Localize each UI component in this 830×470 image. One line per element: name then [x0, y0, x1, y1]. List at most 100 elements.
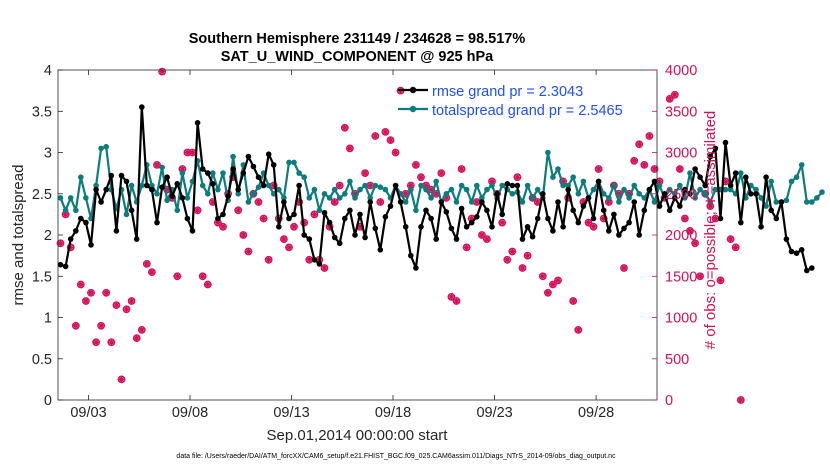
obs-assimilated-point: [366, 182, 374, 189]
rmse-point: [743, 174, 749, 180]
totalspread-point: [798, 162, 805, 168]
rmse-point: [235, 186, 241, 193]
series-layer: [56, 67, 825, 404]
totalspread-point: [159, 164, 165, 171]
totalspread-point: [575, 191, 582, 197]
obs-assimilated-point: [569, 297, 577, 305]
rmse-point: [179, 195, 186, 201]
totalspread-point: [463, 186, 470, 193]
totalspread-point: [631, 182, 637, 189]
totalspread-point: [651, 199, 658, 205]
totalspread-point: [418, 182, 424, 189]
obs-assimilated-point: [442, 194, 450, 202]
obs-assimilated-point: [265, 256, 273, 264]
totalspread-point: [611, 182, 617, 189]
y-left-tick-label: 2: [44, 228, 52, 244]
totalspread-point: [78, 174, 84, 180]
rmse-point: [73, 228, 79, 234]
obs-assimilated-point: [737, 396, 745, 404]
obs-assimilated-point: [437, 169, 445, 177]
totalspread-point: [128, 182, 135, 189]
totalspread-point: [423, 186, 429, 193]
totalspread-point: [600, 191, 607, 197]
data-file-footer: data file: /Users/raeder/DAI/ATM_forcXX/…: [176, 453, 616, 460]
rmse-point: [199, 166, 206, 172]
obs-assimilated-point: [656, 177, 663, 185]
rmse-point: [331, 234, 338, 241]
obs-assimilated-point: [640, 161, 648, 169]
rmse-point: [154, 219, 160, 226]
rmse-point: [631, 199, 637, 205]
obs-assimilated-point: [118, 375, 125, 383]
y-left-tick-label: 4: [44, 63, 52, 79]
rmse-point: [270, 162, 277, 168]
obs-assimilated-point: [138, 326, 146, 334]
obs-assimilated-point: [133, 334, 141, 342]
rmse-point: [672, 195, 678, 201]
rmse-point: [524, 224, 531, 230]
obs-assimilated-point: [498, 219, 506, 227]
totalspread-point: [205, 191, 211, 197]
totalspread-point: [382, 186, 389, 193]
totalspread-point: [819, 189, 825, 195]
obs-assimilated-point: [361, 169, 369, 177]
rmse-point: [474, 214, 480, 220]
obs-assimilated-point: [123, 305, 130, 313]
rmse-point: [438, 199, 445, 205]
rmse-point: [545, 215, 551, 222]
totalspread-point: [783, 197, 790, 204]
totalspread-point: [179, 170, 186, 176]
totalspread-point: [616, 199, 622, 205]
totalspread-point: [321, 191, 328, 197]
rmse-point: [555, 199, 561, 205]
obs-assimilated-point: [427, 186, 435, 194]
chart-title-line-2: SAT_U_WIND_COMPONENT @ 925 hPa: [221, 49, 494, 65]
totalspread-point: [479, 195, 485, 201]
totalspread-point: [255, 184, 262, 190]
rmse-point: [245, 153, 252, 160]
obs-assimilated-point: [229, 173, 237, 181]
obs-assimilated-point: [173, 272, 181, 280]
totalspread-point: [814, 195, 820, 201]
totalspread-point: [666, 186, 673, 193]
rmse-point: [123, 178, 130, 185]
rmse-point: [468, 219, 475, 226]
legend: rmse grand pr = 2.3043 totalspread grand…: [398, 84, 623, 119]
rmse-point: [590, 215, 597, 222]
obs-assimilated-point: [87, 289, 95, 297]
obs-assimilated-point: [310, 210, 318, 218]
totalspread-point: [62, 207, 69, 214]
obs-assimilated-point: [57, 239, 64, 247]
y-right-tick-label: 4000: [665, 63, 697, 79]
rmse-point: [692, 166, 698, 172]
rmse-point: [611, 211, 617, 218]
rmse-point: [250, 163, 257, 170]
obs-assimilated-point: [178, 165, 186, 173]
obs-assimilated-point: [574, 326, 582, 334]
rmse-point: [621, 225, 627, 232]
obs-assimilated-point: [554, 276, 562, 284]
totalspread-point: [443, 191, 450, 197]
obs-assimilated-point: [514, 173, 521, 181]
rmse-point: [560, 224, 566, 230]
legend-rmse-marker: [409, 86, 417, 94]
rmse-point: [646, 186, 653, 193]
obs-assimilated-point: [615, 190, 623, 198]
totalspread-point: [123, 211, 130, 218]
totalspread-point: [402, 199, 409, 205]
totalspread-point: [580, 178, 587, 185]
rmse-point: [626, 219, 632, 226]
rmse-point: [641, 207, 648, 214]
rmse-point: [265, 151, 272, 157]
totalspread-point: [641, 195, 648, 201]
rmse-point: [788, 248, 795, 255]
totalspread-point: [499, 182, 506, 189]
obs-assimilated-point: [199, 272, 207, 280]
totalspread-point: [347, 178, 353, 185]
totalspread-point: [286, 159, 292, 166]
rmse-point: [793, 250, 800, 256]
obs-assimilated-point: [671, 91, 679, 99]
totalspread-point: [220, 170, 226, 176]
rmse-point: [98, 199, 104, 205]
totalspread-point: [529, 195, 536, 201]
